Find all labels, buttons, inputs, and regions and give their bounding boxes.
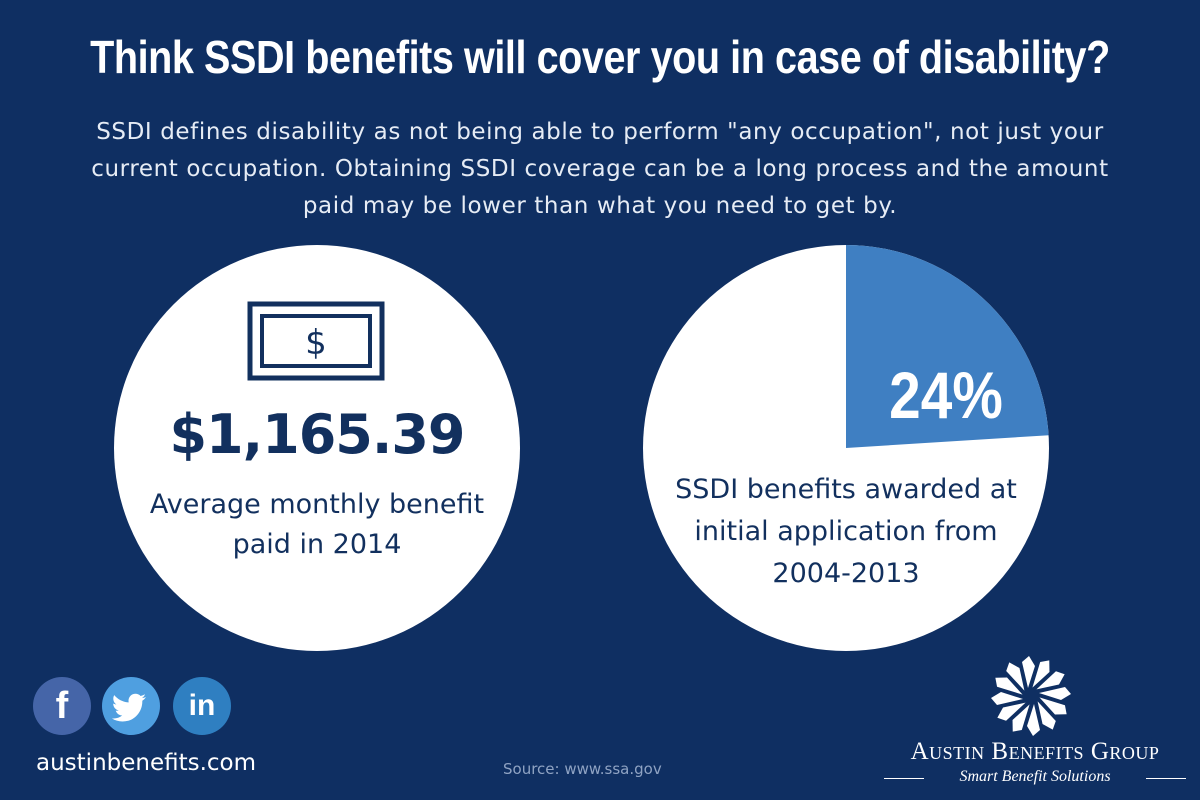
company-logo-icon bbox=[991, 656, 1071, 736]
dollar-bill-icon: $ bbox=[247, 301, 385, 381]
twitter-bird-icon bbox=[111, 693, 146, 722]
approval-rate-slice bbox=[846, 245, 1049, 448]
average-benefit-description: Average monthly benefit paid in 2014 bbox=[149, 489, 485, 560]
logo-ray bbox=[995, 677, 1023, 695]
headline: Think SSDI benefits will cover you in ca… bbox=[90, 31, 1110, 83]
approval-rate-description: SSDI benefits awarded at initial applica… bbox=[675, 474, 1017, 589]
tagline-block: Smart Benefit Solutions bbox=[884, 767, 1186, 789]
logo-ray bbox=[991, 692, 1023, 705]
website-link[interactable]: austinbenefits.com bbox=[36, 750, 257, 776]
approval-rate-circle: 24% SSDI benefits awarded at initial app… bbox=[643, 245, 1049, 651]
facebook-icon[interactable]: f bbox=[33, 677, 91, 735]
logo-ray bbox=[1032, 660, 1050, 688]
tagline-rule-right bbox=[1146, 778, 1186, 779]
logo-ray bbox=[1022, 656, 1035, 688]
logo-ray bbox=[1039, 697, 1067, 715]
linkedin-glyph: in bbox=[188, 689, 216, 722]
approval-rate-pie bbox=[846, 245, 1049, 448]
logo-ray bbox=[1039, 687, 1071, 700]
logo-ray bbox=[1027, 704, 1040, 736]
average-benefit-amount: $1,165.39 bbox=[169, 403, 465, 466]
intro-text: SSDI defines disability as not being abl… bbox=[91, 119, 1109, 219]
approval-rate-percent: 24% bbox=[889, 358, 1003, 432]
logo-ray bbox=[997, 702, 1026, 721]
logo-ray bbox=[1036, 671, 1065, 690]
source-citation: Source: www.ssa.gov bbox=[503, 760, 662, 778]
logo-ray bbox=[1006, 662, 1025, 691]
twitter-icon[interactable] bbox=[102, 677, 160, 735]
svg-text:$: $ bbox=[305, 323, 327, 363]
average-benefit-circle: $ $1,165.39 Average monthly benefit paid… bbox=[114, 245, 520, 651]
linkedin-icon[interactable]: in bbox=[173, 677, 231, 735]
tagline-rule-left bbox=[884, 778, 924, 779]
facebook-glyph: f bbox=[55, 685, 69, 727]
company-tagline: Smart Benefit Solutions bbox=[959, 768, 1111, 785]
logo-ray bbox=[1012, 704, 1030, 732]
logo-ray bbox=[1037, 701, 1056, 730]
company-name: Austin Benefits Group bbox=[910, 738, 1160, 765]
